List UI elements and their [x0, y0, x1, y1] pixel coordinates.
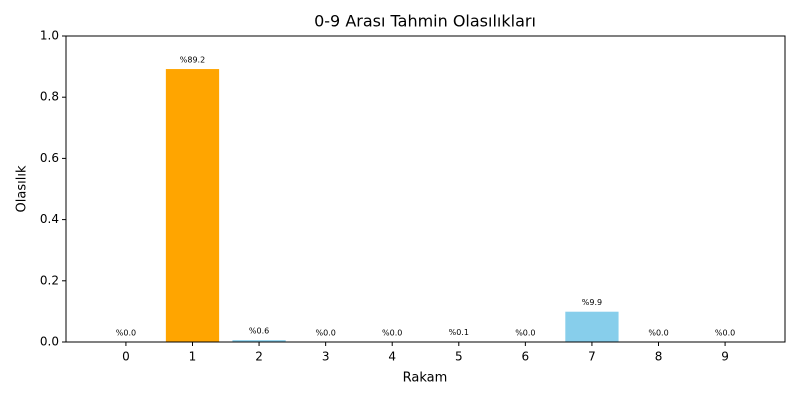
y-tick-label: 1.0 [40, 29, 59, 43]
bar [232, 340, 286, 342]
x-tick-label: 8 [655, 350, 663, 364]
x-tick-label: 6 [522, 350, 530, 364]
value-label: %0.1 [449, 328, 469, 337]
value-label: %9.9 [582, 298, 602, 307]
x-tick-label: 9 [721, 350, 729, 364]
x-tick-label: 0 [122, 350, 130, 364]
y-tick-label: 0.4 [40, 212, 59, 226]
x-tick-label: 2 [255, 350, 263, 364]
x-tick-label: 4 [388, 350, 396, 364]
value-label: %89.2 [180, 56, 205, 65]
value-label: %0.0 [715, 329, 735, 338]
x-tick-label: 7 [588, 350, 596, 364]
x-axis-label: Rakam [403, 371, 448, 386]
chart-title: 0-9 Arası Tahmin Olasılıkları [314, 12, 536, 31]
x-tick-label: 5 [455, 350, 463, 364]
y-tick-label: 0.2 [40, 273, 59, 287]
y-tick-label: 0.8 [40, 90, 59, 104]
y-axis-label: Olasılık [15, 165, 30, 212]
x-tick-label: 3 [322, 350, 330, 364]
plot-frame [65, 35, 786, 343]
x-tick-label: 1 [189, 350, 197, 364]
bar [565, 311, 619, 342]
y-tick-label: 0.0 [40, 335, 59, 349]
value-label: %0.0 [648, 329, 668, 338]
value-label: %0.0 [515, 329, 535, 338]
value-label: %0.0 [315, 329, 335, 338]
bar [165, 69, 220, 342]
value-label: %0.6 [249, 327, 269, 336]
value-label: %0.0 [116, 329, 136, 338]
value-label: %0.0 [382, 329, 402, 338]
y-tick-label: 0.6 [40, 151, 59, 165]
